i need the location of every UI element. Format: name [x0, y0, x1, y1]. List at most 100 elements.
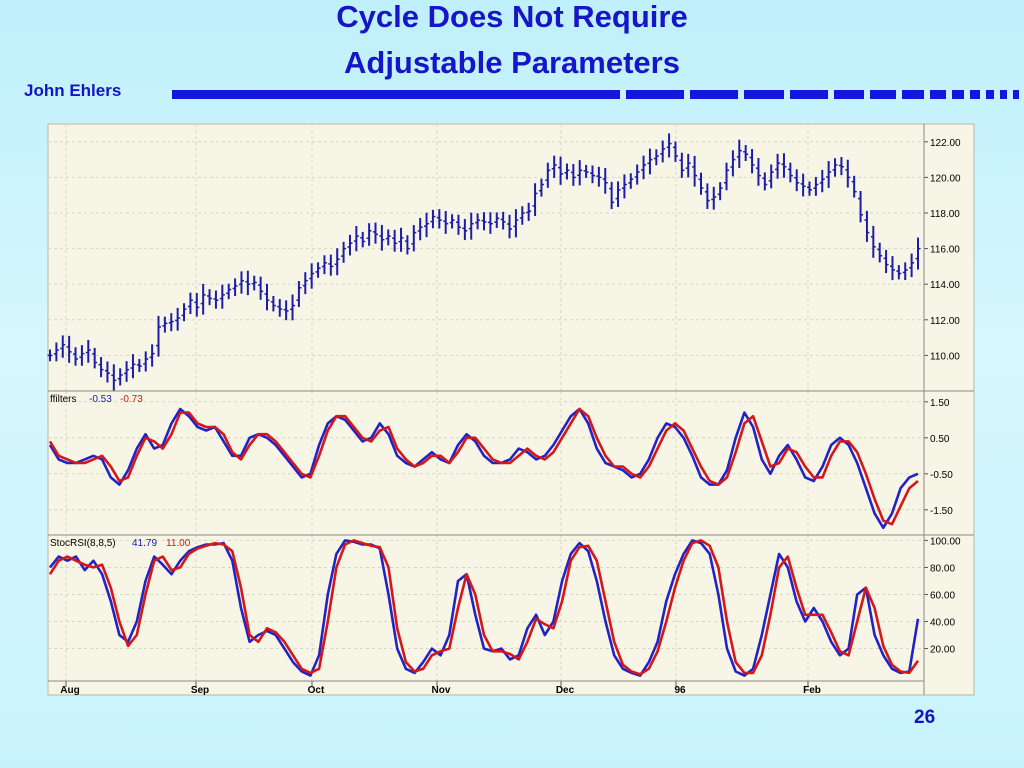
y-tick-label: 60.00: [930, 590, 955, 601]
price-bar: [845, 159, 851, 188]
price-bar: [672, 141, 678, 162]
price-bar: [685, 153, 691, 178]
price-bar: [143, 351, 149, 372]
x-tick-label: 96: [674, 685, 686, 696]
price-bar: [787, 162, 793, 183]
x-axis: Aug Sep Oct Nov Dec 96 Feb: [60, 681, 821, 696]
price-bar: [181, 303, 187, 322]
price-bar: [641, 155, 647, 180]
x-tick-label: Feb: [803, 685, 821, 696]
price-bar: [117, 368, 123, 386]
y-tick-label: 100.00: [930, 536, 961, 547]
price-bar: [111, 364, 117, 392]
price-bar: [781, 153, 787, 178]
price-bar: [807, 181, 812, 196]
y-tick-label: 110.00: [930, 351, 960, 362]
price-bar: [800, 173, 806, 197]
price-bar: [468, 212, 474, 240]
y-tick-label: 80.00: [930, 563, 955, 574]
y-tick-label: 118.00: [930, 209, 960, 220]
price-bar: [47, 349, 53, 362]
price-bar: [462, 219, 468, 241]
price-bar: [475, 213, 481, 230]
price-bar: [424, 212, 430, 238]
price-bar: [124, 361, 130, 382]
price-bar: [749, 149, 755, 174]
price-bar: [762, 172, 768, 191]
price-bar: [379, 224, 385, 251]
y-tick-label: 122.00: [930, 138, 961, 149]
x-tick-label: Nov: [432, 685, 451, 696]
price-bar: [838, 157, 844, 176]
price-bar: [889, 256, 895, 281]
price-bar: [443, 211, 449, 234]
x-tick-label: Oct: [308, 685, 325, 696]
price-bar: [321, 255, 327, 275]
legend-stocrsi-value-red: 11.00: [166, 538, 191, 549]
price-bar: [768, 164, 774, 189]
x-tick-label: Dec: [556, 685, 575, 696]
price-bar: [660, 140, 666, 163]
price-bar: [692, 155, 698, 187]
price-bar: [353, 225, 359, 252]
price-bar: [226, 283, 232, 300]
price-bar: [73, 347, 79, 366]
price-bar: [238, 271, 244, 294]
price-bar: [883, 249, 889, 274]
price-bar: [373, 222, 378, 244]
price-bar: [730, 150, 736, 177]
y-tick-label: 40.00: [930, 618, 955, 629]
price-bar: [909, 253, 915, 278]
price-bar: [653, 149, 659, 166]
price-bar: [915, 237, 921, 270]
price-bar: [864, 210, 870, 242]
price-bar: [213, 290, 219, 309]
price-bar: [385, 229, 391, 246]
price-bar: [513, 209, 519, 238]
price-bar: [870, 225, 876, 258]
price-bar: [130, 354, 136, 379]
legend-stocrsi-label: StocRSI(8,8,5): [50, 538, 116, 549]
x-tick-label: Aug: [60, 685, 79, 696]
price-bar: [577, 160, 583, 186]
y-tick-label: 114.00: [930, 280, 960, 291]
price-bar: [494, 212, 500, 228]
price-bar: [392, 229, 398, 252]
price-bar: [698, 172, 704, 195]
price-bar: [104, 361, 110, 383]
price-bar: [724, 162, 730, 191]
price-bar: [583, 164, 589, 178]
price-bar: [328, 254, 334, 276]
price-bar: [296, 281, 302, 307]
price-bar: [258, 276, 264, 300]
price-bar: [819, 169, 825, 193]
legend-ffilters-value-red: -0.73: [120, 394, 143, 405]
price-bar: [449, 214, 455, 229]
price-bar: [334, 248, 340, 276]
price-bar: [79, 345, 85, 366]
chart-frame: [47, 123, 975, 696]
price-bar: [590, 165, 595, 184]
price-bar: [666, 133, 672, 158]
price-bar: [315, 262, 321, 278]
price-bar: [896, 265, 902, 280]
series-red-line: [48, 407, 919, 526]
price-bar: [500, 211, 506, 230]
price-bar: [194, 293, 200, 317]
price-bar: [832, 158, 838, 177]
y-tick-label: 112.00: [930, 316, 960, 327]
price-bar: [711, 186, 717, 210]
price-bar: [398, 227, 404, 252]
price-bar: [366, 223, 372, 246]
y-tick-label: 116.00: [930, 245, 960, 256]
price-bar: [136, 358, 142, 372]
price-bar: [232, 278, 238, 297]
price-bar: [270, 295, 276, 312]
price-bar: [92, 347, 98, 369]
price-bar: [519, 206, 525, 225]
price-bar: [717, 182, 723, 201]
price-bar: [302, 272, 308, 295]
price-bar: [902, 262, 908, 281]
price-bar: [309, 263, 315, 289]
stocrsi-panel: 100.00 80.00 60.00 40.00 20.00: [48, 535, 961, 681]
